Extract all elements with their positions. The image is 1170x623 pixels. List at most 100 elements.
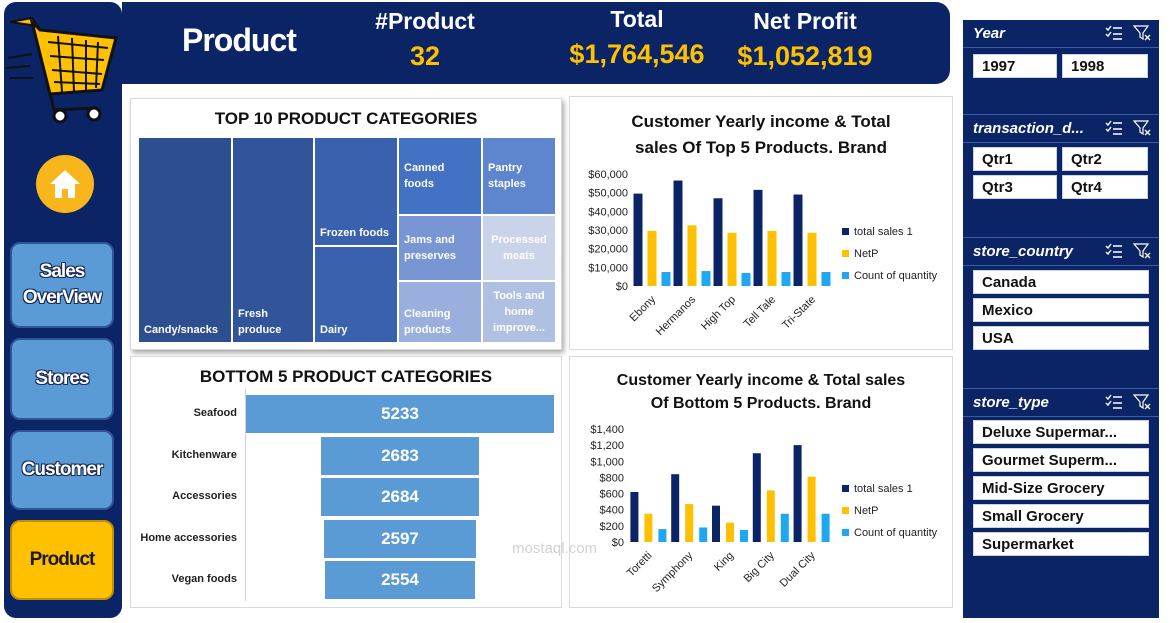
bar-total-sales-1 — [752, 453, 761, 542]
treemap-label: Pantry staples — [488, 162, 526, 190]
x-tick-label: Ebony — [628, 293, 659, 324]
top5-brand-chart-title: Customer Yearly income & Total sales Of … — [570, 109, 952, 161]
x-tick-label: Hermanos — [654, 293, 699, 338]
kpi-product-count-label: #Product — [375, 8, 475, 34]
slicer-country-canada[interactable]: Canada — [973, 270, 1149, 294]
x-tick-label: Toretti — [625, 550, 655, 580]
bar-netp — [644, 513, 653, 542]
x-tick-label: High Top — [699, 294, 738, 333]
treemap-cell-candy[interactable]: Candy/snacks — [138, 137, 232, 343]
multi-select-icon[interactable] — [1105, 120, 1123, 136]
slicer-qtr2[interactable]: Qtr2 — [1062, 147, 1148, 171]
nav-customer-button[interactable]: Customer — [10, 430, 114, 510]
clear-filter-icon[interactable] — [1133, 394, 1151, 410]
y-tick-label: $800 — [600, 472, 624, 484]
multi-select-icon[interactable] — [1105, 394, 1123, 410]
treemap-cell-dairy[interactable]: Dairy — [314, 246, 398, 343]
legend-swatch — [842, 529, 849, 536]
bar-count-of-quantity — [701, 271, 711, 286]
treemap-cell-pantry[interactable]: Pantry staples — [482, 137, 556, 215]
nav-stores-button[interactable]: Stores — [10, 338, 114, 420]
treemap-cell-fresh-produce[interactable]: Fresh produce — [232, 137, 314, 343]
bottom5-categories-card: BOTTOM 5 PRODUCT CATEGORIES Seafood 5233 K… — [130, 356, 562, 608]
bar-netp — [807, 476, 816, 542]
kpi-product-count-value: 32 — [409, 41, 441, 71]
nav-sales-overview-label: Sales OverView — [22, 261, 102, 308]
nav-sales-overview-button[interactable]: Sales OverView — [10, 242, 114, 328]
treemap-chart: Candy/snacks Fresh produce Frozen foods … — [138, 137, 556, 343]
bottom5-bar[interactable]: 5233 — [246, 395, 554, 433]
bottom5-bar[interactable]: 2597 — [323, 519, 477, 558]
slicer-type-gourmet[interactable]: Gourmet Superm... — [973, 448, 1149, 472]
treemap-cell-canned[interactable]: Canned foods — [398, 137, 482, 215]
slicer-year-item-1998[interactable]: 1998 — [1062, 54, 1148, 78]
slicer-qtr1[interactable]: Qtr1 — [973, 147, 1057, 171]
nav-product-label: Product — [29, 549, 96, 570]
slicer-country-usa[interactable]: USA — [973, 326, 1149, 350]
bar-netp — [807, 232, 817, 286]
multi-select-icon[interactable] — [1105, 25, 1123, 41]
treemap-label: Jams and preserves — [404, 234, 456, 262]
slicer-type-midsize[interactable]: Mid-Size Grocery — [973, 476, 1149, 500]
slicer-type-small[interactable]: Small Grocery — [973, 504, 1149, 528]
bottom5-row-label: Vegan foods — [171, 573, 237, 585]
treemap-label: Tools and home improve... — [493, 290, 545, 334]
bottom5-row-label: Kitchenware — [171, 448, 237, 461]
top10-categories-card: TOP 10 PRODUCT CATEGORIES Candy/snacks F… — [130, 98, 562, 350]
treemap-cell-frozen[interactable]: Frozen foods — [314, 137, 398, 246]
clear-filter-icon[interactable] — [1133, 243, 1151, 259]
y-tick-label: $600 — [600, 489, 624, 501]
bottom5-bar[interactable]: 2683 — [321, 436, 479, 475]
bar-total-sales-1 — [630, 491, 639, 542]
slicer-type-deluxe[interactable]: Deluxe Supermar... — [973, 420, 1149, 444]
bottom5-title-line2: Of Bottom 5 Products. Brand — [650, 395, 872, 412]
y-tick-label: $10,000 — [588, 262, 628, 274]
bottom5-brand-bar-chart: $0 $200 $400 $600 $800 $1,000 $1,200 $1,400 Tore… — [590, 424, 937, 595]
bar-count-of-quantity — [781, 272, 791, 286]
slicer-year-item-1997[interactable]: 1997 — [973, 54, 1057, 78]
treemap-cell-cleaning[interactable]: Cleaning products — [398, 281, 482, 343]
clear-filter-icon[interactable] — [1133, 25, 1151, 41]
x-tick-label: Tri-State — [780, 294, 818, 332]
slicer-store-country: store_country Canada Mexico USA — [963, 237, 1159, 350]
y-tick-label: $30,000 — [588, 225, 628, 237]
slicer-country-mexico[interactable]: Mexico — [973, 298, 1149, 322]
watermark: mostaql.com — [512, 540, 598, 557]
multi-select-icon[interactable] — [1105, 243, 1123, 259]
header-bar: Product #Product 32 Total $1,764,546 Net… — [122, 2, 950, 84]
shopping-cart-logo-icon — [5, 16, 118, 124]
kpi-total-label: Total — [610, 6, 664, 32]
treemap-cell-processed[interactable]: Processed meats — [482, 215, 556, 281]
slicer-store-country-title: store_country — [973, 243, 1074, 260]
nav-stores-label: Stores — [35, 368, 89, 389]
bar-total-sales-1 — [753, 189, 763, 286]
top5-brand-chart-card: Customer Yearly income & Total sales Of … — [569, 96, 953, 350]
legend-label: Count of quantity — [854, 270, 938, 282]
bottom5-bar[interactable]: 2554 — [324, 561, 476, 599]
bar-total-sales-1 — [633, 193, 643, 286]
bottom5-bar[interactable]: 2684 — [321, 478, 479, 516]
kpi-net-profit-label: Net Profit — [753, 8, 857, 34]
bar-count-of-quantity — [699, 527, 708, 542]
x-tick-label: Big City — [742, 549, 778, 585]
clear-filter-icon[interactable] — [1133, 120, 1151, 136]
legend-label: total sales 1 — [854, 483, 913, 495]
slicer-qtr4[interactable]: Qtr4 — [1062, 175, 1148, 199]
nav-product-button[interactable]: Product — [10, 520, 114, 600]
treemap-label: Dairy — [320, 324, 348, 336]
bar-netp — [766, 490, 775, 542]
bar-total-sales-1 — [671, 474, 680, 542]
slicer-type-supermarket[interactable]: Supermarket — [973, 532, 1149, 556]
y-tick-label: $400 — [600, 505, 624, 517]
bottom5-row-label: Accessories — [172, 490, 237, 502]
bar-count-of-quantity — [740, 529, 748, 542]
treemap-cell-jams[interactable]: Jams and preserves — [398, 215, 482, 281]
bar-count-of-quantity — [741, 272, 751, 286]
bottom5-brand-chart-title: Customer Yearly income & Total sales Of … — [570, 369, 952, 415]
slicer-qtr3[interactable]: Qtr3 — [973, 175, 1057, 199]
treemap-cell-tools[interactable]: Tools and home improve... — [482, 281, 556, 343]
bar-total-sales-1 — [673, 180, 683, 286]
bar-count-of-quantity — [661, 272, 671, 286]
bottom5-row-label: Home accessories — [140, 531, 237, 544]
home-button[interactable] — [36, 155, 94, 213]
